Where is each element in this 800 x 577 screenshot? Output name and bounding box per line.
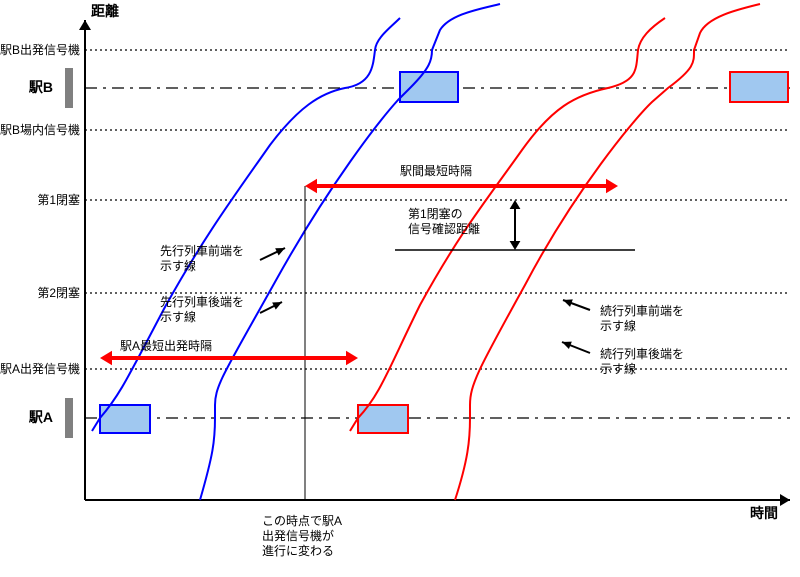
x-axis-title: 時間 xyxy=(750,505,778,521)
dblarrow-label-interstation: 駅間最短時隔 xyxy=(400,164,472,178)
dwell-box xyxy=(400,72,458,102)
train2-front xyxy=(455,4,760,500)
callout-t2r-l2: 示す線 xyxy=(600,361,636,376)
vmeasure-l2: 信号確認距離 xyxy=(408,221,480,236)
callout-t2r-l1: 続行列車後端を xyxy=(600,347,684,361)
bottom-note-l3: 進行に変わる xyxy=(262,543,334,558)
hlabel-blk2: 第2閉塞 xyxy=(37,285,80,300)
hlabel-B_home: 駅B場内信号機 xyxy=(0,122,80,137)
y-axis-title: 距離 xyxy=(91,3,119,19)
bottom-note-l1: この時点で駅A xyxy=(262,514,342,528)
hlabel-A: 駅A xyxy=(29,409,53,425)
hlabel-B: 駅B xyxy=(29,79,53,95)
station-bar-A xyxy=(65,398,73,438)
vmeasure-l1: 第1閉塞の xyxy=(408,206,463,221)
bottom-note-l2: 出発信号機が xyxy=(262,528,334,543)
callout-t1r-l1: 先行列車後端を xyxy=(160,295,244,309)
callout-t2f-l1: 続行列車前端を xyxy=(600,303,684,318)
callout-t1f-l1: 先行列車前端を xyxy=(160,243,244,258)
hlabel-blk1: 第1閉塞 xyxy=(37,192,80,207)
hlabel-B_dep: 駅B出発信号機 xyxy=(0,42,80,57)
dwell-box xyxy=(730,72,788,102)
station-bar-B xyxy=(65,68,73,108)
callout-t1r-l2: 示す線 xyxy=(160,309,196,324)
hlabel-A_dep: 駅A出発信号機 xyxy=(0,361,80,376)
dblarrow-label-depA: 駅A最短出発時隔 xyxy=(120,339,212,353)
callout-t2f-l2: 示す線 xyxy=(600,318,636,333)
callout-t1f-l2: 示す線 xyxy=(160,258,196,273)
